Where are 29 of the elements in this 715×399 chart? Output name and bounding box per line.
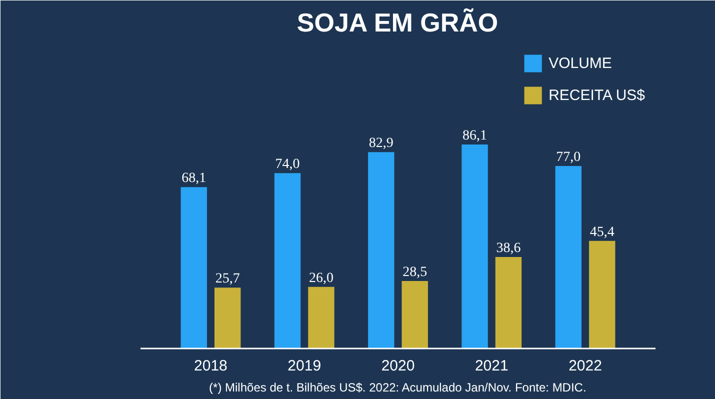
data-label: 25,7 xyxy=(215,272,240,287)
bar xyxy=(180,187,207,348)
data-label: 68,1 xyxy=(182,171,206,186)
data-label: 86,1 xyxy=(462,128,488,144)
data-label: 28,5 xyxy=(402,264,428,280)
data-label: 38,6 xyxy=(496,241,521,256)
data-label: 26,0 xyxy=(308,270,334,286)
x-tick-label: 2020 xyxy=(381,358,415,374)
data-label: 45,4 xyxy=(590,224,614,240)
x-tick-label: 2022 xyxy=(568,358,602,374)
chart-title: SOJA EM GRÃO xyxy=(296,8,498,38)
x-tick-label: 2019 xyxy=(288,358,322,374)
bar xyxy=(368,152,394,348)
bar xyxy=(495,257,522,348)
bar xyxy=(274,173,301,348)
data-label: 74,0 xyxy=(275,157,300,172)
bar xyxy=(589,240,616,348)
data-label: 82,9 xyxy=(368,136,394,152)
x-tick-label: 2018 xyxy=(194,358,228,374)
bar xyxy=(402,280,428,348)
bar xyxy=(462,144,488,348)
bar xyxy=(214,288,241,348)
legend-label: RECEITA US$ xyxy=(548,86,645,104)
bar xyxy=(308,286,334,348)
legend-label: VOLUME xyxy=(548,54,612,72)
bar xyxy=(555,166,582,348)
x-tick-label: 2021 xyxy=(474,358,508,374)
data-label: 77,0 xyxy=(556,150,581,166)
text: (*) Milhões de t. Bilhões US$. 2022: Acumulado Jan/Nov. Fonte: MDIC. xyxy=(209,380,586,394)
